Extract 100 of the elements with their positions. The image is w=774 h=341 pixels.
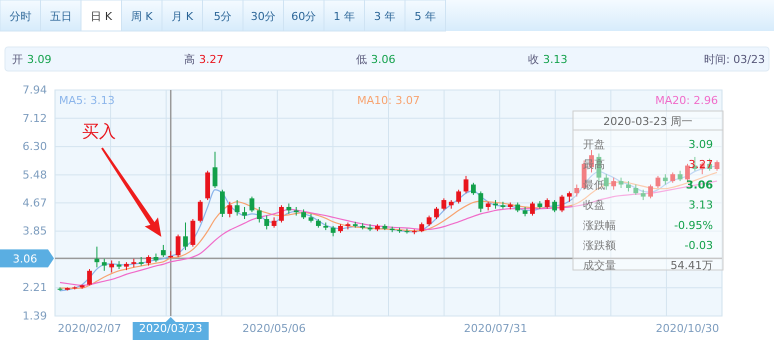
candlestick — [146, 254, 151, 266]
candlestick — [560, 194, 564, 213]
candlestick — [618, 177, 624, 188]
text: MA10: 3.07 — [357, 94, 420, 107]
text: MA20: 2.96 — [655, 94, 718, 107]
candlestick — [648, 184, 653, 199]
annotation: 成交量 — [583, 259, 616, 272]
y-tick-label: 2.21 — [22, 281, 47, 294]
candlestick — [220, 189, 225, 218]
candlestick — [330, 225, 336, 237]
candlestick — [464, 175, 468, 194]
text: 收 — [528, 53, 539, 66]
y-tick-label: 6.30 — [22, 140, 47, 154]
candlestick — [670, 172, 676, 184]
candlestick — [183, 222, 188, 251]
candlestick — [640, 189, 646, 201]
candlestick — [662, 174, 668, 186]
annotation: 3.06 — [686, 178, 714, 192]
candlestick — [286, 203, 292, 214]
x-tick-label: 2020/10/30 — [656, 322, 720, 335]
text: 30分 — [250, 10, 276, 23]
y-tick-label: 7.94 — [22, 84, 47, 97]
candlestick — [198, 200, 203, 223]
text: 月 K — [171, 10, 194, 23]
candlestick — [272, 216, 276, 228]
x-tick-label: 2020/03/23 — [139, 322, 202, 335]
candlestick — [212, 151, 218, 188]
candlestick — [530, 201, 535, 216]
candlestick — [678, 170, 683, 182]
x-tick-label: 2020/02/07 — [58, 322, 122, 335]
candlestick — [176, 234, 180, 258]
annotation: 54.41万 — [670, 259, 713, 272]
text: 1 年 — [334, 10, 355, 23]
annotation: 3.09 — [688, 138, 713, 151]
candlestick — [456, 189, 462, 204]
text: 低 — [356, 53, 367, 66]
candlestick — [87, 268, 92, 286]
annotation: 买入 — [82, 122, 116, 142]
text: 分时 — [9, 10, 32, 23]
candlestick — [419, 222, 424, 233]
candlestick — [94, 246, 100, 268]
ref-line-label: 3.06 — [12, 252, 38, 266]
candlestick — [515, 202, 520, 213]
candlestick — [685, 163, 690, 182]
candlestick — [611, 177, 616, 190]
candlestick — [160, 244, 166, 258]
text: 5 年 — [414, 10, 436, 23]
x-tick-label: 2020/05/06 — [242, 322, 306, 335]
candlestick — [604, 174, 609, 190]
y-tick-label: 1.39 — [22, 310, 47, 323]
text: 3.13 — [543, 53, 568, 66]
text: 时间: 03/23 — [704, 53, 765, 66]
y-tick-label: 5.48 — [22, 168, 47, 182]
annotation: -0.03 — [684, 239, 713, 252]
candlestick — [566, 190, 572, 202]
text: 3.06 — [371, 53, 396, 66]
annotation: -0.95% — [674, 218, 713, 232]
text: 日 K — [90, 10, 113, 23]
text: 高 — [184, 53, 195, 66]
candlestick — [227, 201, 232, 218]
candlestick — [522, 206, 528, 217]
text: 3.27 — [199, 53, 224, 66]
candlestick — [633, 184, 638, 196]
candlestick — [626, 180, 631, 192]
annotation: 3.13 — [688, 198, 713, 212]
text: 3.09 — [27, 53, 52, 66]
candlestick — [574, 184, 580, 198]
candlestick — [441, 198, 446, 211]
candlestick — [279, 204, 284, 223]
text: 60分 — [291, 10, 316, 23]
candlestick — [301, 208, 306, 220]
candlestick — [102, 258, 107, 272]
candlestick — [234, 200, 240, 216]
text: 5分 — [214, 10, 232, 23]
candlestick — [544, 198, 550, 210]
y-tick-label: 7.12 — [22, 112, 47, 125]
x-tick-label: 2020/07/31 — [464, 322, 528, 335]
candlestick — [471, 182, 476, 196]
candlestick — [714, 160, 720, 172]
candlestick — [256, 206, 262, 223]
text: MA5: 3.13 — [59, 94, 115, 107]
y-tick-label: 4.67 — [22, 196, 47, 210]
candlestick — [478, 190, 484, 213]
annotation: 2020-03-23 周一 — [603, 115, 693, 128]
y-tick-label: 3.85 — [22, 224, 47, 238]
candlestick — [426, 215, 432, 226]
candlestick — [109, 260, 114, 274]
text: 开 — [12, 53, 23, 66]
candlestick — [656, 175, 660, 188]
annotation: 涨跌幅 — [583, 218, 616, 232]
text: 五日 — [50, 10, 72, 23]
candlestick — [242, 206, 247, 220]
candlestick — [250, 196, 254, 213]
annotation: 涨跌额 — [583, 239, 616, 252]
candlestick — [434, 206, 439, 220]
candlestick — [264, 215, 270, 230]
candlestick — [552, 200, 558, 213]
text: 3 年 — [374, 10, 396, 23]
text: 周 K — [130, 10, 154, 23]
annotation: 开盘 — [583, 138, 605, 151]
